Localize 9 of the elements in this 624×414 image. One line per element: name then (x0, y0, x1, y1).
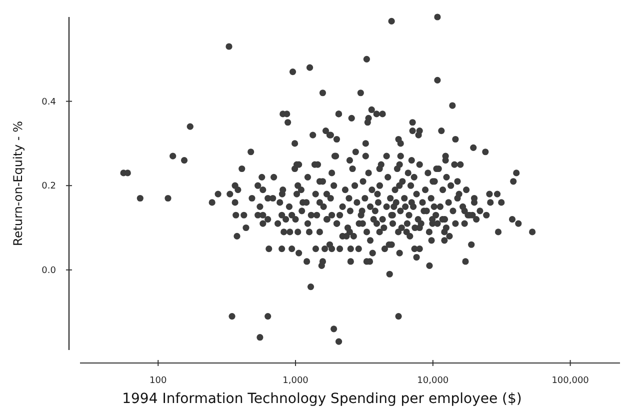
x-tick-label: 10,000 (417, 376, 449, 386)
x-tick-label: 100,000 (552, 376, 590, 386)
x-tick-label: 1,000 (282, 376, 309, 386)
x-axis-title: 1994 Information Technology Spending per employee ($) (122, 391, 522, 407)
x-tick-label: 100 (150, 376, 167, 386)
y-tick-label: 0.0 (42, 266, 56, 276)
y-tick-label: 0.4 (42, 97, 56, 108)
y-tick-label: 0.2 (42, 182, 56, 192)
y-axis-title: Return-on-Equity - % (11, 121, 25, 246)
